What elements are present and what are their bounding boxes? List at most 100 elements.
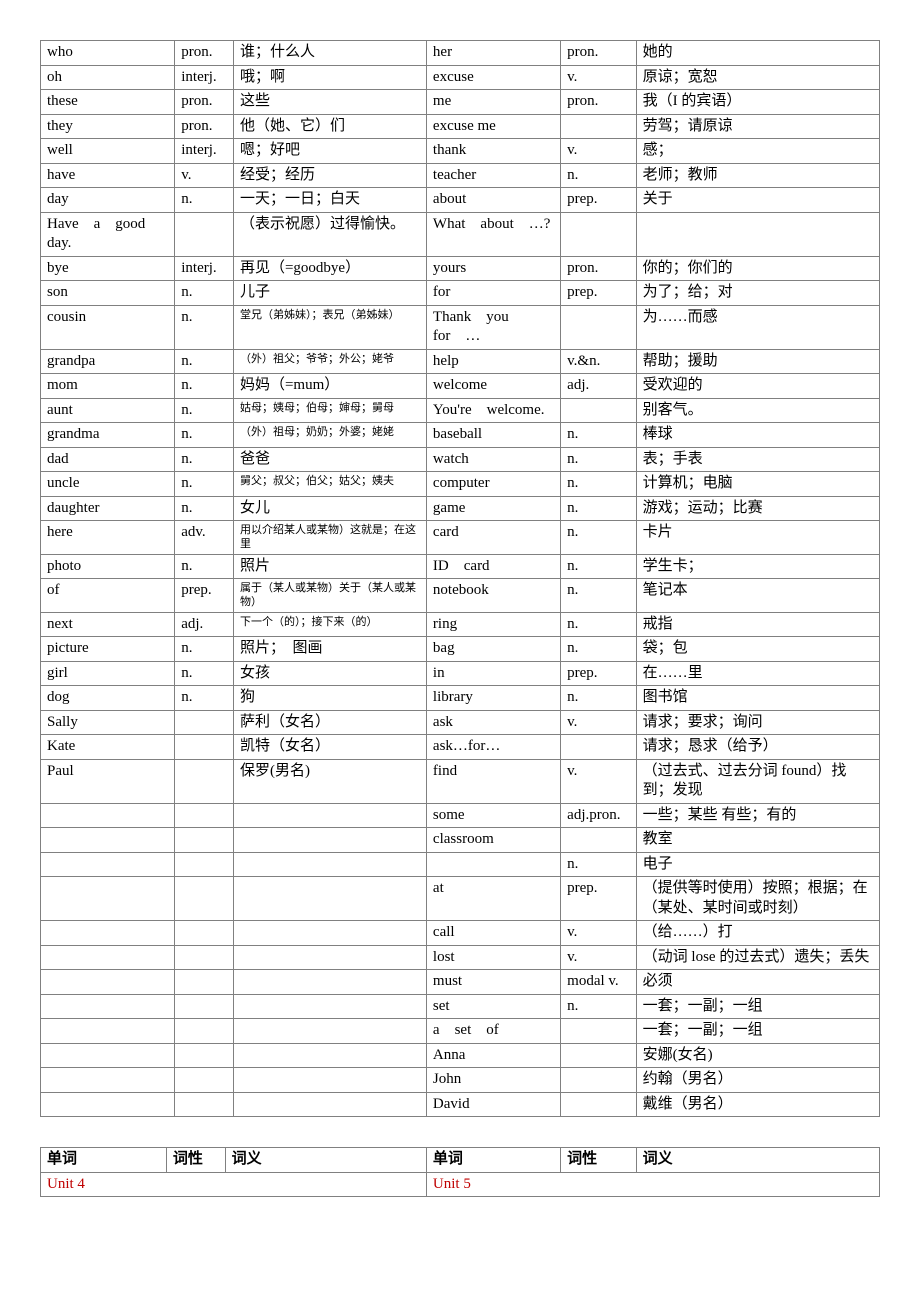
- def-left: 保罗(男名): [233, 759, 426, 803]
- pos-right: [561, 212, 637, 256]
- word-right: ask…for…: [426, 735, 560, 760]
- def-left: 照片: [233, 554, 426, 579]
- def-left: [233, 945, 426, 970]
- table-row: byeinterj.再见（=goodbye）yourspron.你的；你们的: [41, 256, 880, 281]
- word-left: aunt: [41, 398, 175, 423]
- pos-left: [175, 994, 234, 1019]
- def-right: 关于: [636, 188, 879, 213]
- word-left: [41, 877, 175, 921]
- word-left: [41, 828, 175, 853]
- def-left: 爸爸: [233, 447, 426, 472]
- pos-right: [561, 114, 637, 139]
- def-left: 女儿: [233, 496, 426, 521]
- word-right: teacher: [426, 163, 560, 188]
- pos-right: n.: [561, 579, 637, 613]
- word-left: day: [41, 188, 175, 213]
- def-right: 老师；教师: [636, 163, 879, 188]
- def-left: [233, 877, 426, 921]
- pos-right: [561, 735, 637, 760]
- table-row: Kate凯特（女名）ask…for…请求；恳求（给予）: [41, 735, 880, 760]
- def-left: [233, 1043, 426, 1068]
- pos-right: [561, 398, 637, 423]
- def-left: 这些: [233, 90, 426, 115]
- word-left: [41, 970, 175, 995]
- table-row: Paul保罗(男名)findv.（过去式、过去分词 found）找到；发现: [41, 759, 880, 803]
- word-right: me: [426, 90, 560, 115]
- def-right: 棒球: [636, 423, 879, 448]
- def-left: 下一个（的）；接下来（的）: [233, 612, 426, 637]
- word-left: next: [41, 612, 175, 637]
- word-left: [41, 994, 175, 1019]
- unit-row: Unit 4 Unit 5: [41, 1172, 880, 1197]
- word-left: photo: [41, 554, 175, 579]
- table-row: picturen.照片； 图画bagn.袋；包: [41, 637, 880, 662]
- pos-right: v.: [561, 139, 637, 164]
- word-right: a set of: [426, 1019, 560, 1044]
- table-row: mustmodal v.必须: [41, 970, 880, 995]
- pos-left: [175, 759, 234, 803]
- word-right: classroom: [426, 828, 560, 853]
- def-left: [233, 994, 426, 1019]
- def-left: [233, 970, 426, 995]
- word-right: watch: [426, 447, 560, 472]
- table-row: ofprep.属于（某人或某物）关于（某人或某物）notebookn.笔记本: [41, 579, 880, 613]
- table-row: David戴维（男名）: [41, 1092, 880, 1117]
- def-right: 我（I 的宾语）: [636, 90, 879, 115]
- word-right: thank: [426, 139, 560, 164]
- word-right: [426, 852, 560, 877]
- def-left: [233, 1019, 426, 1044]
- def-right: 笔记本: [636, 579, 879, 613]
- word-right: baseball: [426, 423, 560, 448]
- word-right: game: [426, 496, 560, 521]
- def-right: 她的: [636, 41, 879, 66]
- pos-left: [175, 828, 234, 853]
- def-left: （表示祝愿）过得愉快。: [233, 212, 426, 256]
- word-left: [41, 921, 175, 946]
- pos-left: n.: [175, 472, 234, 497]
- vocabulary-table-2: 单词 词性 词义 单词 词性 词义 Unit 4 Unit 5: [40, 1147, 880, 1197]
- def-right: 安娜(女名): [636, 1043, 879, 1068]
- table-row: nextadj.下一个（的）；接下来（的）ringn.戒指: [41, 612, 880, 637]
- pos-right: prep.: [561, 281, 637, 306]
- word-left: have: [41, 163, 175, 188]
- table-row: cousinn.堂兄（弟姊妹）；表兄（弟姊妹）Thank you for …为……: [41, 305, 880, 349]
- pos-right: pron.: [561, 41, 637, 66]
- pos-left: [175, 945, 234, 970]
- word-left: they: [41, 114, 175, 139]
- def-right: （过去式、过去分词 found）找到；发现: [636, 759, 879, 803]
- def-left: 一天；一日；白天: [233, 188, 426, 213]
- word-right: excuse me: [426, 114, 560, 139]
- pos-left: [175, 735, 234, 760]
- table-row: John约翰（男名）: [41, 1068, 880, 1093]
- def-left: 照片； 图画: [233, 637, 426, 662]
- pos-right: n.: [561, 994, 637, 1019]
- word-right: yours: [426, 256, 560, 281]
- pos-left: n.: [175, 496, 234, 521]
- header-pos-right: 词性: [561, 1148, 637, 1173]
- def-left: 妈妈（=mum）: [233, 374, 426, 399]
- pos-right: v.: [561, 759, 637, 803]
- def-left: 萨利（女名）: [233, 710, 426, 735]
- pos-right: v.: [561, 65, 637, 90]
- pos-left: [175, 1092, 234, 1117]
- table-row: Sally萨利（女名）askv.请求；要求；询问: [41, 710, 880, 735]
- pos-left: [175, 803, 234, 828]
- pos-left: [175, 877, 234, 921]
- word-right: welcome: [426, 374, 560, 399]
- word-right: about: [426, 188, 560, 213]
- pos-left: [175, 1043, 234, 1068]
- pos-right: v.: [561, 921, 637, 946]
- pos-right: [561, 1019, 637, 1044]
- pos-right: [561, 1068, 637, 1093]
- def-right: 必须: [636, 970, 879, 995]
- pos-left: n.: [175, 188, 234, 213]
- def-right: 卡片: [636, 521, 879, 555]
- def-right: 表；手表: [636, 447, 879, 472]
- pos-left: [175, 1068, 234, 1093]
- pos-left: n.: [175, 661, 234, 686]
- word-right: library: [426, 686, 560, 711]
- word-left: bye: [41, 256, 175, 281]
- pos-right: prep.: [561, 188, 637, 213]
- pos-right: pron.: [561, 256, 637, 281]
- pos-right: n.: [561, 521, 637, 555]
